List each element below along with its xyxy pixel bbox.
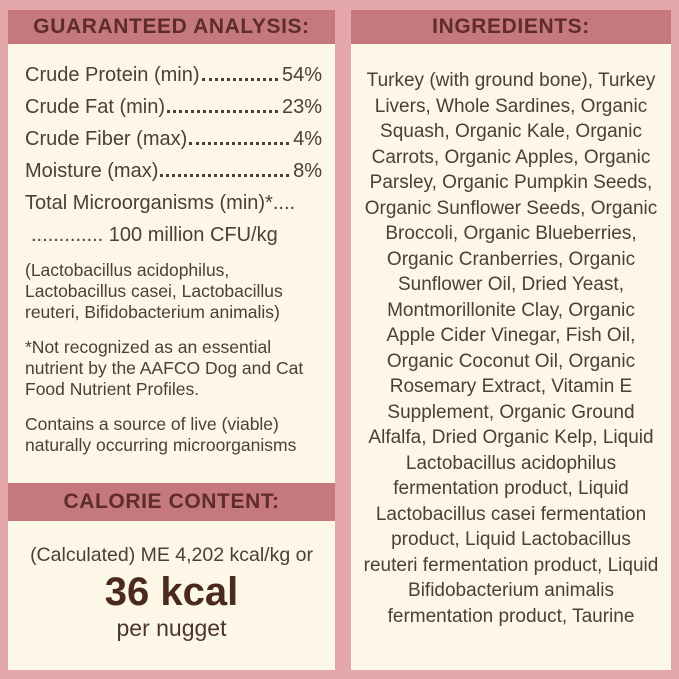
calorie-content-header: CALORIE CONTENT: [8,483,335,521]
analysis-value: 8% [293,160,322,182]
ingredients-column: INGREDIENTS: Turkey (with ground bone), … [351,10,671,670]
analysis-value: 4% [293,128,322,150]
analysis-label: Crude Fiber (max) [25,128,188,150]
analysis-row-crude-fat: Crude Fat (min) 23% [25,96,322,118]
analysis-row-crude-fiber: Crude Fiber (max) 4% [25,128,322,150]
dot-leader [160,174,290,177]
note-live-microorganisms: Contains a source of live (viable) natur… [25,414,297,455]
guaranteed-analysis-panel: Crude Protein (min) 54% Crude Fat (min) … [8,44,335,483]
analysis-label: Crude Fat (min) [25,96,166,118]
calorie-calculated-line: (Calculated) ME 4,202 kcal/kg or [30,544,313,566]
analysis-row-moisture: Moisture (max) 8% [25,160,322,182]
dot-leader [201,78,278,81]
analysis-label: Moisture (max) [25,160,159,182]
ingredients-title: INGREDIENTS: [432,15,590,38]
calorie-value: 36 kcal [104,570,239,614]
analysis-row-crude-protein: Crude Protein (min) 54% [25,64,322,86]
dot-leader [189,142,290,145]
analysis-column: GUARANTEED ANALYSIS: Crude Protein (min)… [8,10,335,670]
calorie-unit: per nugget [116,615,227,641]
calorie-content-panel: (Calculated) ME 4,202 kcal/kg or 36 kcal… [8,521,335,670]
ingredients-panel: Turkey (with ground bone), Turkey Livers… [351,44,671,670]
ingredients-header: INGREDIENTS: [351,10,671,44]
guaranteed-analysis-title: GUARANTEED ANALYSIS: [33,15,310,38]
calorie-content-title: CALORIE CONTENT: [63,490,280,513]
analysis-row-microorganisms-line1: Total Microorganisms (min)*.... [25,192,296,214]
ingredients-list: Turkey (with ground bone), Turkey Livers… [363,70,659,627]
note-lactobacillus-list: (Lactobacillus acidophilus, Lactobacillu… [25,260,283,322]
analysis-row-microorganisms-line2: ............. 100 million CFU/kg [31,224,278,246]
analysis-value: 23% [281,96,322,118]
dot-leader [167,110,278,113]
guaranteed-analysis-header: GUARANTEED ANALYSIS: [8,10,335,44]
analysis-label: Crude Protein (min) [25,64,200,86]
note-aafco-disclaimer: *Not recognized as an essential nutrient… [25,337,304,399]
analysis-value: 54% [281,64,322,86]
